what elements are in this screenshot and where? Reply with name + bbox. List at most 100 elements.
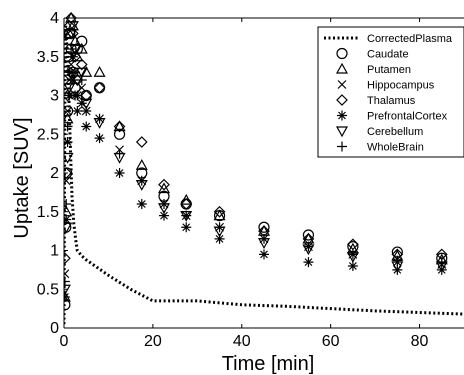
point-prefrontal-cortex: [259, 249, 269, 260]
point-prefrontal-cortex: [81, 121, 92, 132]
x-tick-label: 40: [233, 333, 251, 350]
point-prefrontal-cortex: [76, 98, 87, 109]
legend-label: Hippocampus: [367, 80, 435, 92]
y-tick-label: 4: [50, 10, 59, 27]
point-whole-brain: [64, 276, 70, 287]
point-cerebellum: [64, 152, 74, 164]
legend-swatch: [337, 110, 347, 121]
point-thalamus: [67, 27, 79, 40]
legend-swatch: [336, 94, 348, 106]
point-putamen: [93, 66, 106, 77]
point-caudate: [258, 221, 270, 233]
point-putamen: [180, 193, 193, 205]
legend-item-hippocampus: Hippocampus: [337, 80, 435, 92]
legend-swatch: [337, 141, 347, 152]
legend: CorrectedPlasma Caudate Putamen Hippocampus…: [317, 26, 464, 158]
legend-label: WholeBrain: [367, 142, 424, 154]
legend-label: Putamen: [367, 64, 411, 76]
point-putamen: [157, 182, 171, 194]
point-prefrontal-cortex: [347, 261, 358, 271]
point-whole-brain: [70, 67, 81, 78]
point-whole-brain: [181, 210, 192, 221]
y-tick-label: 3: [50, 88, 59, 105]
point-putamen: [80, 66, 93, 77]
point-whole-brain: [94, 113, 105, 124]
legend-item-caudate: Caudate: [336, 47, 409, 61]
point-putamen: [213, 209, 226, 221]
x-tick-label: 60: [322, 333, 340, 350]
point-whole-brain: [136, 175, 147, 186]
data-marks: [64, 12, 464, 325]
point-whole-brain: [259, 233, 269, 244]
point-thalamus: [64, 19, 76, 32]
point-prefrontal-cortex: [67, 75, 78, 85]
point-cerebellum: [64, 83, 76, 94]
point-whole-brain: [436, 257, 447, 268]
point-whole-brain: [159, 199, 169, 209]
point-hippocampus: [64, 176, 71, 186]
legend-item-thalamus: Thalamus: [336, 94, 416, 107]
point-hippocampus: [77, 83, 87, 93]
point-thalamus: [64, 252, 71, 265]
point-prefrontal-cortex: [64, 90, 75, 101]
point-cerebellum: [80, 98, 93, 110]
point-cerebellum: [64, 222, 73, 234]
legend-item-prefrontal-cortex: PrefrontalCortex: [337, 110, 448, 123]
point-whole-brain: [214, 222, 225, 233]
point-whole-brain: [72, 90, 83, 101]
legend-swatch: [335, 126, 349, 138]
x-tick-label: 80: [411, 333, 429, 350]
point-thalamus: [113, 120, 126, 133]
point-hippocampus: [64, 269, 70, 279]
point-thalamus: [347, 238, 359, 251]
point-prefrontal-cortex: [114, 168, 125, 178]
point-thalamus: [64, 167, 73, 179]
point-whole-brain: [64, 199, 72, 209]
y-axis-label: Uptake [SUV]: [11, 117, 33, 238]
point-thalamus: [75, 58, 88, 71]
point-whole-brain: [81, 106, 92, 116]
y-tick-label: 2: [50, 165, 59, 182]
point-whole-brain: [347, 249, 358, 260]
point-prefrontal-cortex: [94, 133, 105, 144]
point-thalamus: [69, 50, 81, 63]
series-whole-brain: [64, 44, 447, 287]
legend-item-cerebellum: Cerebellum: [335, 126, 423, 138]
point-thalamus: [93, 81, 106, 94]
point-prefrontal-cortex: [72, 106, 83, 116]
legend-label: CorrectedPlasma: [367, 33, 453, 45]
point-caudate: [113, 128, 126, 140]
point-thalamus: [180, 198, 193, 210]
y-tick-label: 2.5: [37, 126, 59, 143]
point-whole-brain: [392, 255, 403, 266]
legend-item-whole-brain: WholeBrain: [337, 141, 424, 154]
point-caudate: [93, 82, 106, 94]
point-whole-brain: [66, 44, 77, 54]
legend-swatch: [336, 47, 348, 60]
point-hippocampus: [66, 60, 76, 69]
point-whole-brain: [303, 241, 314, 252]
legend-label: Caudate: [367, 49, 409, 61]
point-prefrontal-cortex: [303, 257, 314, 268]
point-thalamus: [135, 136, 148, 148]
point-whole-brain: [76, 75, 87, 85]
legend-item-corrected-plasma: CorrectedPlasma: [324, 33, 453, 45]
point-putamen: [113, 120, 126, 132]
x-tick-label: 0: [60, 333, 69, 350]
point-prefrontal-cortex: [64, 292, 70, 302]
legend-item-putamen: Putamen: [335, 62, 411, 76]
point-hippocampus: [64, 106, 72, 116]
legend-swatch: [335, 62, 349, 74]
point-prefrontal-cortex: [214, 233, 225, 244]
point-prefrontal-cortex: [136, 199, 147, 209]
point-thalamus: [213, 205, 226, 218]
point-prefrontal-cortex: [64, 214, 72, 225]
point-thalamus: [65, 12, 77, 24]
y-tick-label: 3.5: [37, 49, 59, 66]
y-tick-label: 0: [50, 320, 59, 337]
x-tick-label: 20: [144, 333, 162, 350]
legend-swatch: [337, 80, 347, 89]
point-putamen: [135, 159, 148, 170]
point-putamen: [64, 27, 76, 39]
